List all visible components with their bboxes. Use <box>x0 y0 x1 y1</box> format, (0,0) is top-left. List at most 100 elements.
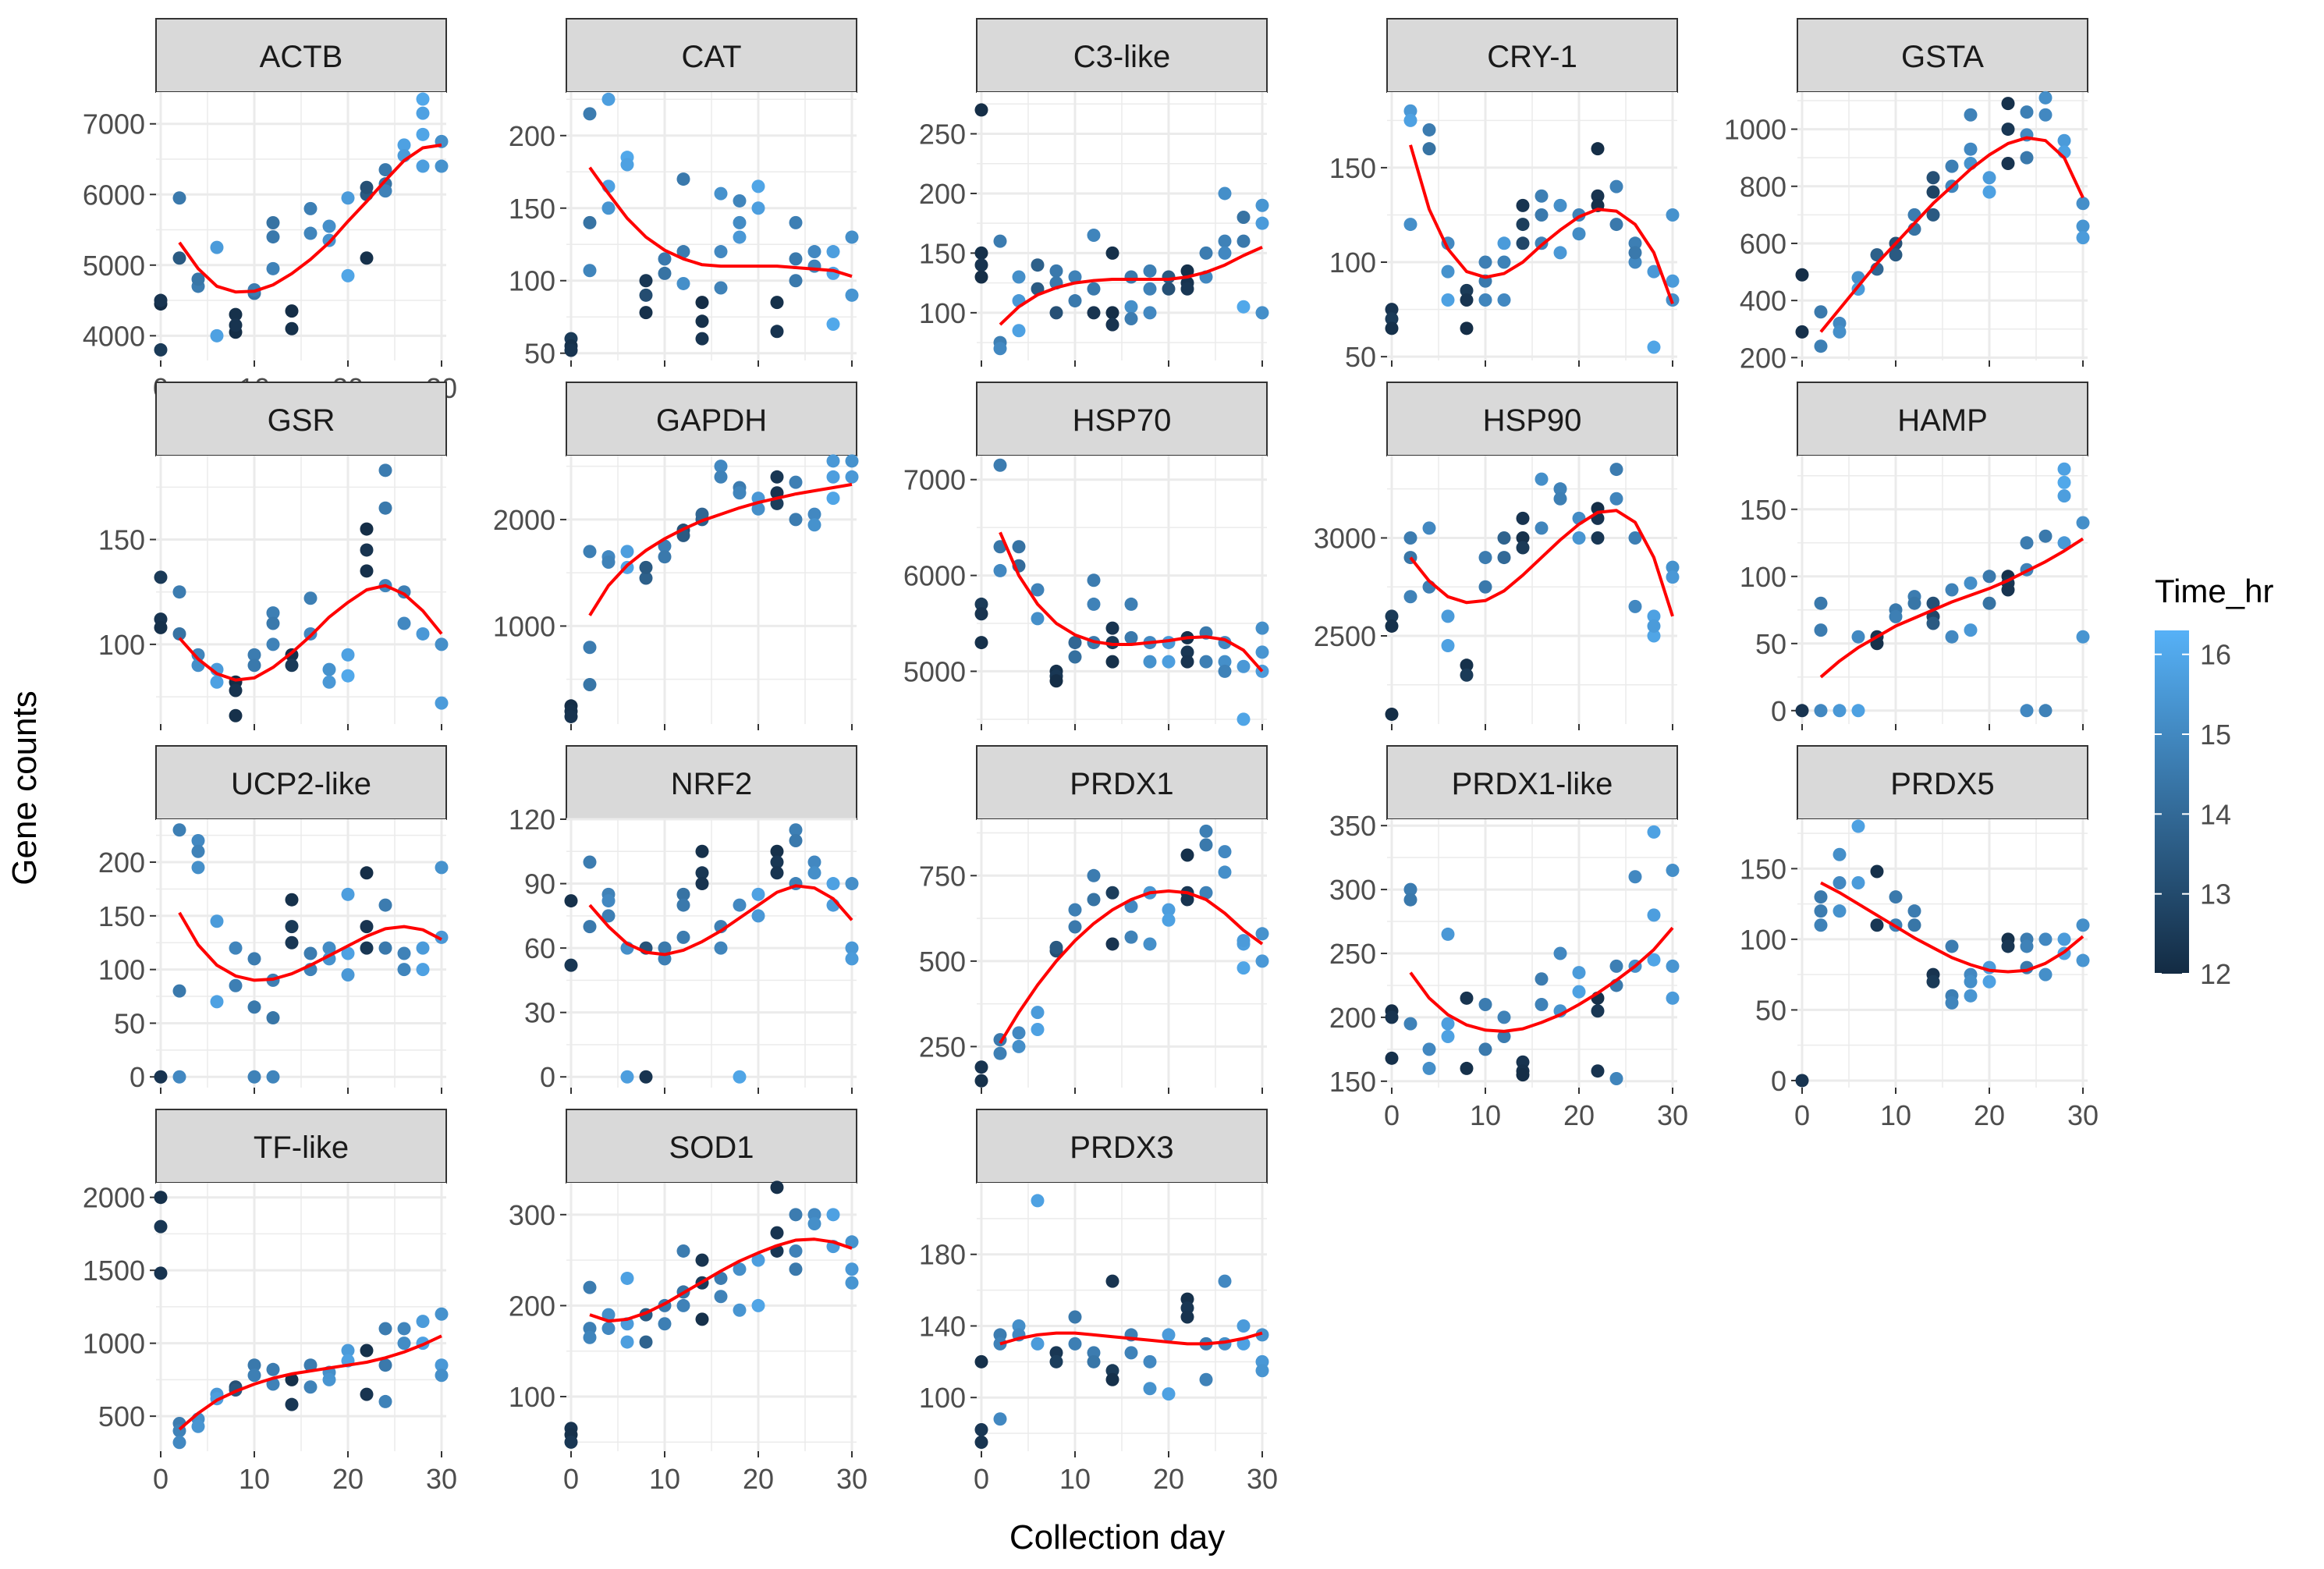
data-point <box>1199 246 1213 260</box>
data-point <box>1591 1064 1605 1078</box>
data-point <box>1460 668 1474 682</box>
strip-background <box>976 1109 1268 1184</box>
data-point <box>2020 151 2034 165</box>
data-point <box>639 571 653 585</box>
data-point <box>620 158 634 172</box>
data-point <box>789 834 803 848</box>
legend-colorbar <box>2155 630 2189 974</box>
data-point <box>1945 583 1959 597</box>
y-tick-label: 100 <box>1329 247 1376 279</box>
data-point <box>1255 927 1269 941</box>
data-point <box>1926 208 1940 222</box>
smooth-trend-line <box>1409 144 1674 304</box>
data-point <box>2038 704 2053 718</box>
data-point <box>1049 940 1063 954</box>
data-point <box>1218 655 1232 669</box>
data-point <box>676 898 690 912</box>
data-point <box>229 307 243 321</box>
data-point <box>733 1262 747 1276</box>
data-point <box>1105 318 1119 332</box>
data-point <box>1255 1328 1269 1342</box>
data-point <box>1143 1382 1157 1396</box>
data-point <box>1385 321 1399 335</box>
data-point <box>1553 246 1567 260</box>
data-point <box>733 193 747 208</box>
data-point <box>974 270 988 284</box>
y-tick-label: 150 <box>919 237 966 269</box>
data-point <box>341 968 355 982</box>
data-point <box>154 1219 168 1234</box>
data-point <box>1068 294 1082 308</box>
strip-background <box>1797 745 2088 820</box>
data-point <box>341 946 355 960</box>
data-point <box>2057 133 2071 147</box>
data-point <box>658 539 672 553</box>
data-point <box>1403 113 1417 127</box>
data-point <box>714 470 728 484</box>
data-point <box>564 958 578 972</box>
data-point <box>993 342 1007 356</box>
data-point <box>191 1419 205 1433</box>
data-point <box>2038 108 2053 122</box>
data-point <box>229 708 243 722</box>
data-point <box>1851 875 1865 889</box>
data-point <box>1162 270 1176 284</box>
panel-nrf2: NRF2 0 30 60 90 120 <box>509 745 859 1094</box>
data-point <box>416 963 430 977</box>
data-point <box>845 952 859 966</box>
data-point <box>1162 282 1176 296</box>
strip-label: NRF2 <box>671 767 752 801</box>
data-point <box>1666 991 1680 1005</box>
data-point <box>1833 904 1847 918</box>
smooth-trend-line <box>588 884 853 957</box>
data-point <box>1907 596 1921 610</box>
data-point <box>360 1387 374 1401</box>
x-tick-label: 30 <box>1657 1099 1688 1131</box>
data-point <box>974 1060 988 1074</box>
data-point <box>266 230 280 244</box>
panel-tf-like: TF-like 500 1000 1500 2000 0 10 20 30 <box>83 1109 457 1495</box>
data-point <box>1255 198 1269 212</box>
data-point <box>1870 918 1884 932</box>
x-tick-label: 0 <box>1794 1099 1810 1131</box>
data-point <box>1422 142 1436 156</box>
data-point <box>1516 511 1530 525</box>
data-point <box>1385 619 1399 633</box>
panel-prdx3: PRDX3 100 140 180 0 10 20 30 <box>919 1109 1278 1495</box>
data-point <box>1666 959 1680 973</box>
data-point <box>154 1266 168 1280</box>
data-point <box>1031 1194 1045 1208</box>
data-point <box>1422 521 1436 535</box>
data-point <box>1833 875 1847 889</box>
data-point <box>789 513 803 527</box>
data-point <box>1795 704 1809 718</box>
data-point <box>360 543 374 557</box>
data-point <box>416 159 430 173</box>
data-point <box>1647 619 1661 633</box>
data-point <box>1441 264 1455 279</box>
smooth-trend-line <box>1409 926 1674 1033</box>
y-tick-label: 6000 <box>903 560 966 592</box>
data-point <box>1591 142 1605 156</box>
panel-gsta: GSTA 200 400 600 800 1000 <box>1724 18 2090 374</box>
data-point <box>770 325 784 339</box>
data-point <box>564 1435 578 1449</box>
panel-prdx1: PRDX1 250 500 750 <box>919 745 1269 1094</box>
strip-background <box>1386 745 1678 820</box>
legend-tick-label: 16 <box>2200 639 2231 671</box>
data-point <box>1497 236 1511 250</box>
data-point <box>695 314 709 328</box>
data-point <box>303 226 318 240</box>
y-tick-label: 150 <box>1329 1066 1376 1098</box>
data-point <box>1218 845 1232 859</box>
data-point <box>1553 198 1567 212</box>
data-point <box>360 941 374 955</box>
strip-background <box>155 1109 447 1184</box>
data-point <box>397 138 411 152</box>
data-point <box>1068 903 1082 917</box>
y-tick-label: 50 <box>114 1007 145 1039</box>
data-point <box>1795 1074 1809 1088</box>
data-point <box>714 460 728 474</box>
data-point <box>2057 489 2071 503</box>
data-point <box>1833 325 1847 339</box>
